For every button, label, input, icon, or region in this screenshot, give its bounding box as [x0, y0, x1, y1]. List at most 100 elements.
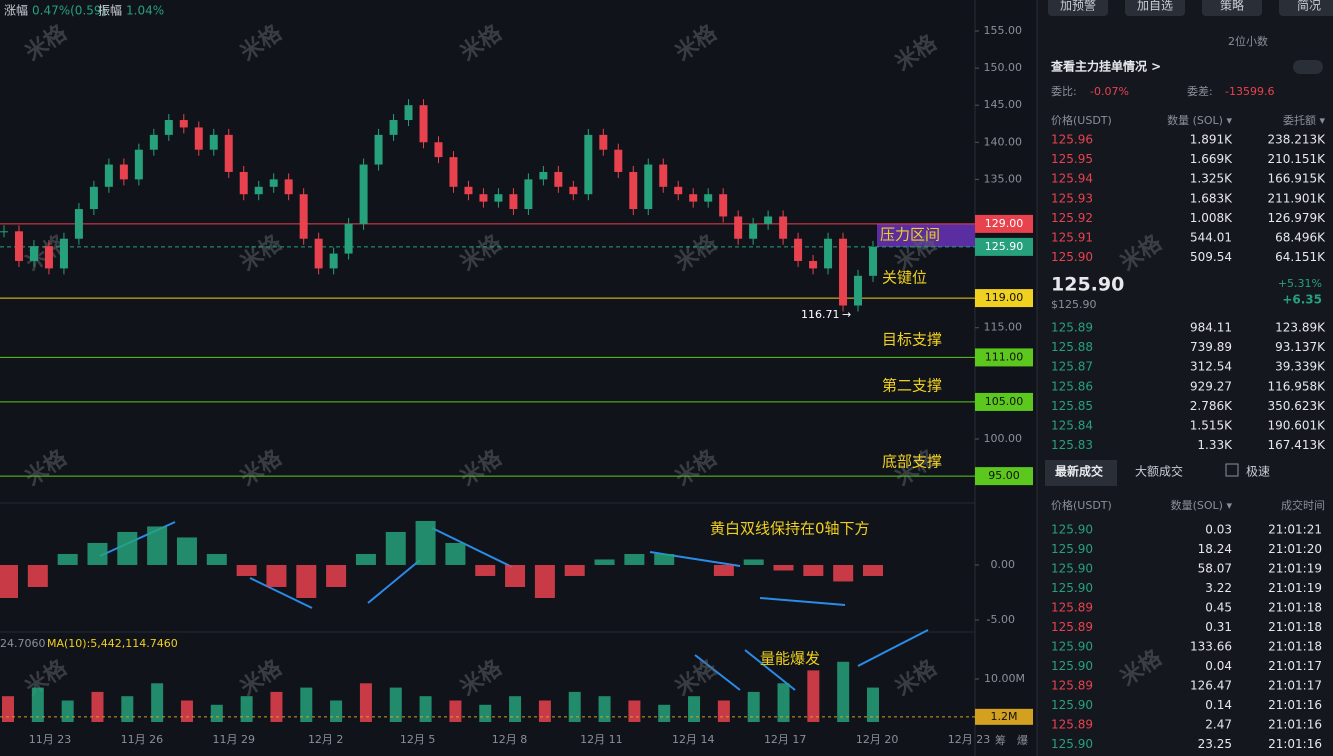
x-tick-label: 11月 29 — [213, 733, 256, 746]
trade-header: 数量(SOL) ▾ — [1171, 499, 1233, 512]
book-cell: 1.515K — [1190, 419, 1233, 433]
volume-bar — [449, 700, 462, 722]
volume-bar — [151, 683, 164, 722]
toggle[interactable] — [1293, 60, 1323, 74]
button-label[interactable]: 简况 — [1297, 0, 1321, 13]
macd-bar — [534, 564, 555, 598]
button[interactable] — [1048, 0, 1108, 16]
volume-bar — [568, 691, 581, 722]
button-label[interactable]: 加自选 — [1137, 0, 1173, 13]
book-cell: 739.89 — [1190, 340, 1232, 354]
candle — [554, 171, 563, 187]
trade-qty: 18.24 — [1198, 542, 1232, 556]
candle — [134, 149, 143, 180]
volume-bar — [419, 696, 432, 722]
candle — [479, 194, 488, 202]
button-label[interactable]: 策略 — [1220, 0, 1244, 13]
volume-box — [975, 708, 1033, 725]
candle — [584, 134, 593, 195]
y-tick-label: 115.00 — [984, 321, 1023, 334]
candle — [239, 171, 248, 195]
ratio-label: 委比: — [1051, 85, 1077, 98]
candle — [0, 231, 8, 233]
volume-bar — [658, 704, 671, 722]
book-cell: 1.683K — [1190, 191, 1233, 205]
annotation: 第二支撑 — [882, 377, 942, 395]
macd-bar — [355, 553, 376, 565]
book-cell: 64.151K — [1275, 250, 1326, 264]
candle — [44, 246, 53, 269]
x-tick-label: 12月 17 — [764, 733, 807, 746]
volume-bar — [300, 687, 313, 722]
candle — [119, 164, 128, 180]
macd-bar — [27, 564, 48, 587]
low-marker: 116.71 — [801, 308, 840, 321]
last-usd: $125.90 — [1051, 298, 1097, 311]
trade-price: 125.90 — [1051, 581, 1093, 595]
side-panel — [1037, 0, 1333, 756]
book-cell: 211.901K — [1268, 191, 1327, 205]
trade-qty: 23.25 — [1198, 737, 1232, 751]
volume-bar — [270, 691, 283, 722]
annotation: 压力区间 — [880, 226, 940, 244]
book-cell: 126.979K — [1268, 211, 1327, 225]
trade-price: 125.90 — [1051, 698, 1093, 712]
volume-bar — [2, 696, 14, 722]
button[interactable] — [1125, 0, 1185, 16]
change-label: 涨幅 — [4, 3, 28, 18]
candle — [404, 105, 413, 121]
tab[interactable]: 极速 — [1246, 465, 1270, 479]
book-cell: 125.96 — [1051, 133, 1093, 147]
macd-bar — [117, 531, 138, 565]
candle — [344, 223, 353, 254]
tab[interactable]: 大额成交 — [1135, 464, 1183, 479]
x-tick-label: 12月 11 — [580, 733, 623, 746]
candle — [749, 223, 758, 239]
candle — [224, 134, 233, 172]
book-cell: 1.33K — [1197, 438, 1233, 452]
button[interactable] — [1202, 0, 1262, 16]
macd-bar — [773, 564, 794, 571]
macd-bar — [505, 564, 526, 587]
trade-qty: 133.66 — [1190, 640, 1232, 654]
button[interactable] — [1279, 0, 1333, 16]
candle — [854, 275, 863, 306]
volume-bar — [61, 700, 74, 722]
level-label: 125.90 — [985, 240, 1024, 253]
tab[interactable]: 最新成交 — [1055, 464, 1103, 479]
corner-label: 筹 — [995, 733, 1006, 747]
volume-bar — [330, 700, 343, 722]
candle — [149, 134, 158, 150]
x-tick-label: 12月 2 — [308, 733, 344, 746]
candle — [794, 238, 803, 261]
volume-bar — [359, 683, 372, 722]
candle — [644, 164, 653, 210]
volume-bar — [180, 700, 193, 722]
book-cell: 2.786K — [1190, 399, 1233, 413]
decimals[interactable]: 2位小数 — [1228, 34, 1268, 48]
corner-label: 爆 — [1017, 733, 1028, 747]
volume-bar — [240, 696, 253, 722]
macd-bar — [863, 564, 883, 576]
x-tick-label: 12月 14 — [672, 733, 715, 746]
depth-link[interactable]: 查看主力挂单情况 > — [1050, 59, 1161, 74]
checkbox[interactable] — [1225, 463, 1239, 477]
book-cell: 123.89K — [1275, 321, 1326, 335]
book-cell: 125.84 — [1051, 419, 1093, 433]
book-cell: 544.01 — [1190, 231, 1232, 245]
trade-time: 21:01:17 — [1268, 659, 1322, 673]
trade-price: 125.89 — [1051, 601, 1093, 615]
book-cell: 167.413K — [1268, 438, 1327, 452]
last-price: 125.90 — [1051, 274, 1124, 296]
y-tick-label: 0.00 — [991, 558, 1016, 571]
candle — [449, 157, 458, 187]
trade-time: 21:01:18 — [1268, 640, 1322, 654]
candle — [674, 186, 683, 195]
y-tick-label: 140.00 — [984, 135, 1023, 148]
book-cell: 125.92 — [1051, 211, 1093, 225]
candle — [89, 186, 98, 210]
book-cell: 984.11 — [1190, 321, 1232, 335]
book-cell: 116.958K — [1268, 379, 1327, 393]
button-label[interactable]: 加预警 — [1060, 0, 1096, 13]
book-cell: 929.27 — [1190, 379, 1232, 393]
